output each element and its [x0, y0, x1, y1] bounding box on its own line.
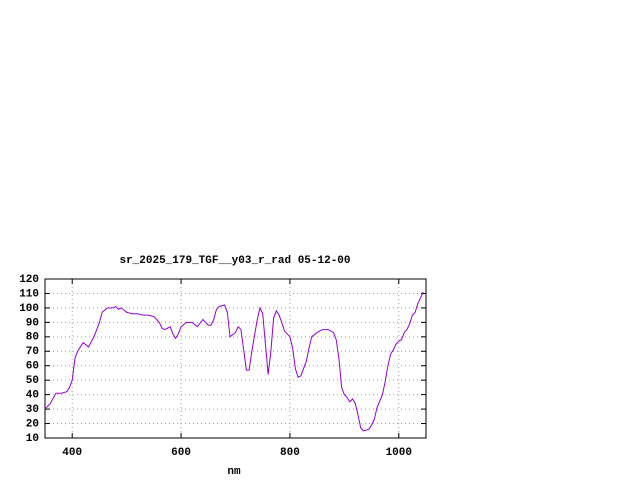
y-tick-label: 80 [26, 332, 39, 344]
y-tick-label: 40 [26, 390, 39, 402]
chart-title: sr_2025_179_TGF__y03_r_rad 05-12-00 [119, 255, 350, 267]
x-tick-label: 1000 [386, 447, 412, 459]
y-tick-label: 120 [19, 274, 39, 286]
y-tick-label: 30 [26, 404, 39, 416]
y-tick-label: 110 [19, 288, 39, 300]
plot-border [44, 278, 427, 439]
y-tick-label: 50 [26, 375, 39, 387]
x-tick-label: 800 [280, 447, 300, 459]
x-axis-label: nm [227, 466, 241, 478]
y-tick-label: 10 [26, 433, 39, 445]
y-tick-label: 100 [19, 303, 39, 315]
x-tick-label: 400 [62, 447, 82, 459]
y-tick-label: 20 [26, 418, 39, 430]
data-line [44, 291, 424, 432]
x-tick-label: 600 [171, 447, 191, 459]
y-tick-label: 90 [26, 317, 39, 329]
y-tick-label: 60 [26, 361, 39, 373]
y-tick-label: 70 [26, 346, 39, 358]
